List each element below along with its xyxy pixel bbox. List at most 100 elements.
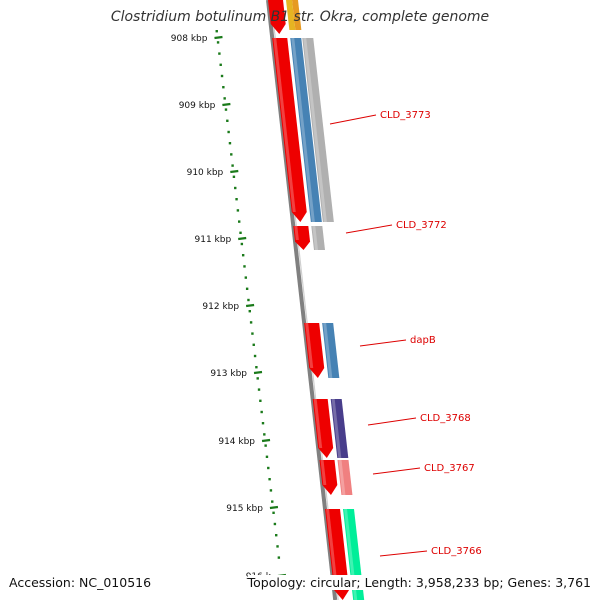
ruler-dot: [260, 410, 263, 414]
ruler-tick-label: 911 kbp: [195, 235, 232, 245]
gene-feature: [302, 38, 334, 222]
cds-arrow: [304, 323, 325, 378]
gene-label-leader: [367, 417, 417, 426]
ruler-tick: [245, 303, 255, 308]
ruler-tick-label: 908 kbp: [171, 34, 208, 44]
ruler-dot: [249, 321, 253, 324]
gene-feature-sheen: [291, 38, 315, 222]
gene-feature: [311, 226, 325, 250]
cds-arrow: [293, 226, 311, 250]
gene-feature: [286, 0, 296, 30]
ruler-dot: [223, 97, 226, 100]
gene-label-leader: [345, 224, 393, 234]
ruler-dot: [277, 556, 281, 559]
ruler-dot: [218, 52, 221, 55]
ruler-tick-label: 912 kbp: [202, 302, 239, 312]
ruler-dot: [268, 478, 271, 481]
ruler-tick: [214, 35, 223, 40]
cds-arrow: [268, 0, 286, 34]
ruler-dot: [276, 545, 279, 548]
ruler-dot: [269, 489, 273, 492]
gene-feature-sheen: [320, 460, 327, 485]
map-title: Clostridium botulinum B1 str. Okra, comp…: [110, 9, 490, 25]
ruler-dot: [257, 388, 261, 391]
ruler-dot: [239, 231, 242, 234]
gene-feature-sheen: [305, 323, 314, 368]
ruler-dot: [236, 209, 240, 212]
gene-labels: CLD_3773 CLD_3772 dapB CLD_3768 CLD_3767 CLD_…: [329, 110, 482, 557]
gene-label: CLD_3766: [431, 546, 482, 557]
accession-text: Accession: NC_010516: [9, 575, 152, 590]
ruler-dot: [231, 164, 234, 167]
gene-feature: [330, 399, 349, 458]
ruler-tick: [222, 102, 231, 107]
ruler-dot: [228, 142, 232, 145]
ruler-dot: [244, 276, 248, 279]
gene-label-leader: [359, 339, 407, 347]
ruler-dot: [271, 500, 274, 503]
ruler-dot: [235, 198, 238, 201]
ruler: 908 kbp 909 kbp 910 kbp 911 kbp 912 kbp 913 k…: [171, 30, 287, 582]
gene-label: CLD_3768: [420, 413, 471, 424]
ruler-dot: [226, 119, 229, 122]
ruler-dot: [265, 455, 269, 458]
ruler-dot: [222, 86, 225, 89]
ruler-dot: [245, 287, 249, 290]
ruler-dot: [252, 343, 255, 346]
ruler-dot: [256, 377, 259, 380]
ruler-dot: [232, 175, 236, 178]
ruler-tick: [261, 438, 271, 443]
ruler-dot: [248, 310, 251, 313]
ruler-dot: [267, 466, 270, 470]
cds-arrow: [312, 399, 334, 458]
ruler-tick: [269, 505, 279, 510]
gene-label: CLD_3767: [424, 463, 475, 474]
ruler-tick-label: 909 kbp: [179, 101, 216, 111]
ruler-tick: [253, 370, 263, 375]
ruler-dot: [251, 332, 254, 335]
gene-feature-sheen: [331, 399, 342, 458]
ruler-tick: [230, 169, 239, 174]
gene-tracks: [268, 0, 365, 600]
ruler-dot: [264, 444, 267, 447]
gene-feature-sheen: [294, 226, 299, 240]
ruler-dot: [224, 108, 228, 111]
gene-feature: [290, 38, 322, 222]
ruler-dot: [238, 220, 241, 223]
ruler-dot: [275, 534, 278, 537]
gene-label-leader: [329, 114, 377, 125]
ruler-dot: [253, 354, 257, 358]
gene-label: CLD_3772: [396, 220, 447, 231]
ruler-tick-label: 913 kbp: [210, 369, 247, 379]
gene-label: CLD_3773: [380, 110, 431, 121]
gene-feature-sheen: [273, 38, 296, 212]
ruler-dot: [259, 399, 262, 402]
ruler-dot: [241, 254, 245, 257]
gene-feature-sheen: [326, 509, 339, 590]
ruler-dot: [263, 433, 266, 436]
gene-label-leader: [372, 467, 421, 475]
gene-label: dapB: [410, 335, 436, 346]
ruler-dot: [255, 366, 258, 369]
ruler-dot: [219, 63, 222, 66]
gene-feature: [292, 0, 302, 30]
ruler-dot: [215, 30, 218, 33]
ruler-dot: [230, 153, 233, 156]
ruler-dot: [216, 41, 220, 44]
gene-label-leader: [379, 550, 428, 557]
gene-feature-sheen: [323, 323, 333, 378]
ruler-tick-label: 914 kbp: [218, 437, 255, 447]
ruler-tick-label: 915 kbp: [226, 504, 263, 514]
gene-feature-sheen: [313, 399, 323, 448]
ruler-dot: [273, 522, 277, 526]
ruler-dot: [247, 298, 250, 302]
ruler-dot: [234, 186, 237, 190]
ruler-dot: [261, 422, 265, 425]
gene-feature: [322, 323, 340, 378]
ruler-dot: [220, 74, 224, 78]
ruler-dot: [227, 130, 230, 134]
ruler-tick: [238, 236, 247, 241]
ruler-dot: [240, 242, 244, 246]
